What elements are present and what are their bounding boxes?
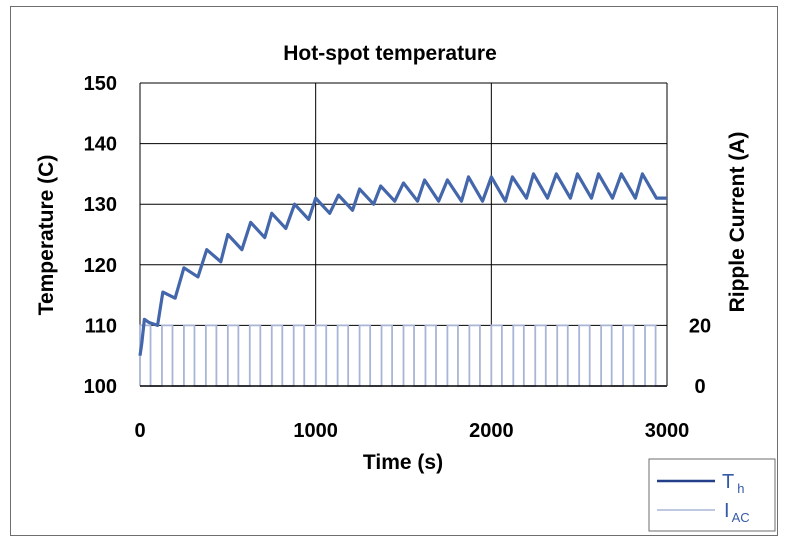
y2-tick-0: 0 [694,376,705,398]
y-tick-140: 140 [84,134,117,156]
legend-entry-iac: I AC [724,500,750,525]
y2-tick-20: 20 [689,315,711,337]
y-axis-ticks: 100 110 120 130 140 150 [84,73,117,398]
chart-title: Hot-spot temperature [283,42,497,65]
y2-axis-label: Ripple Current (A) [726,132,749,313]
x-tick-0: 0 [134,420,145,442]
series-iac [139,324,667,387]
series-th [138,172,667,356]
y-axis-label: Temperature (C) [35,155,58,316]
legend-box [648,458,776,532]
x-tick-2000: 2000 [469,420,514,442]
y-tick-110: 110 [85,315,117,337]
y-tick-150: 150 [84,73,117,95]
series-line-iac [139,324,667,387]
y-tick-120: 120 [84,255,117,277]
series-line-th [138,172,667,356]
y2-axis-ticks: 0 20 [689,315,711,398]
x-tick-3000: 3000 [645,420,690,442]
chart-frame [10,6,778,536]
x-axis-label: Time (s) [363,451,443,474]
x-tick-1000: 1000 [293,420,338,442]
y-tick-100: 100 [84,376,117,398]
x-axis-ticks: 0 1000 2000 3000 [134,420,689,442]
y-tick-130: 130 [84,194,117,216]
